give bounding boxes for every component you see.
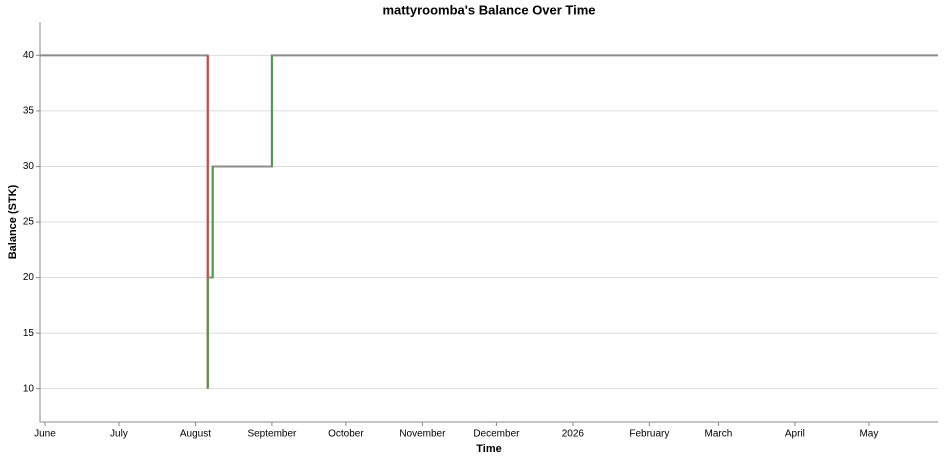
y-tick-label: 15	[23, 328, 35, 339]
x-tick-label: September	[247, 429, 297, 440]
x-tick-label: July	[110, 429, 128, 440]
y-tick-label: 35	[23, 106, 35, 117]
x-tick-label: August	[180, 429, 211, 440]
y-tick-label: 20	[23, 272, 35, 283]
x-tick-label: 2026	[562, 429, 585, 440]
chart-title: mattyroomba's Balance Over Time	[382, 2, 595, 17]
y-axis-title: Balance (STK)	[7, 184, 19, 259]
x-tick-label: November	[399, 429, 446, 440]
x-axis-title: Time	[476, 443, 501, 455]
x-tick-label: June	[34, 429, 56, 440]
y-tick-label: 40	[23, 50, 35, 61]
y-tick-label: 10	[23, 383, 35, 394]
x-tick-label: February	[629, 429, 669, 440]
y-tick-label: 25	[23, 217, 35, 228]
x-tick-label: December	[473, 429, 520, 440]
x-tick-label: October	[328, 429, 364, 440]
x-tick-label: May	[859, 429, 878, 440]
y-tick-label: 30	[23, 161, 35, 172]
x-tick-label: March	[705, 429, 733, 440]
x-tick-label: April	[785, 429, 805, 440]
